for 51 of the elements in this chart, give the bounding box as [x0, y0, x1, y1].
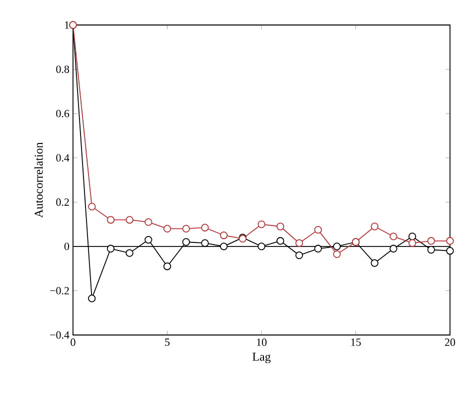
- point: [276, 237, 284, 245]
- point: [408, 232, 416, 240]
- point: [427, 237, 435, 245]
- point: [408, 239, 416, 247]
- point: [201, 239, 209, 247]
- point: [333, 242, 341, 250]
- point: [333, 250, 341, 258]
- point: [106, 244, 115, 252]
- point: [144, 218, 152, 226]
- point: [258, 242, 266, 250]
- y-tick-label: 0.4: [56, 154, 70, 162]
- y-tick-label: −0.2: [50, 287, 69, 294]
- y-axis-title: Autocorrelation: [34, 142, 43, 218]
- x-axis-title: Lag: [252, 352, 271, 364]
- x-tick-label: 5: [165, 338, 170, 346]
- y-tick-label: 0.6: [56, 110, 70, 118]
- x-tick-label: 10: [256, 338, 267, 346]
- point: [201, 224, 209, 232]
- point: [126, 216, 134, 224]
- y-tick-label: 0.2: [56, 198, 69, 206]
- point: [106, 216, 115, 224]
- point: [370, 222, 378, 230]
- point: [163, 262, 172, 270]
- point: [446, 247, 454, 255]
- point: [314, 226, 322, 234]
- point: [88, 294, 96, 302]
- point: [314, 244, 322, 252]
- x-tick-label: 20: [445, 338, 456, 346]
- point: [220, 242, 228, 250]
- point: [126, 249, 134, 257]
- x-tick-label: 15: [351, 338, 361, 346]
- point: [88, 202, 96, 210]
- point: [163, 224, 172, 233]
- point: [446, 237, 454, 245]
- x-tick-label: 0: [70, 338, 76, 346]
- point: [390, 232, 398, 240]
- point: [427, 246, 435, 254]
- y-tick-label: 1: [64, 21, 69, 29]
- y-tick-label: 0.8: [56, 66, 70, 74]
- point: [144, 236, 152, 244]
- point: [220, 232, 228, 240]
- point: [390, 244, 398, 252]
- point: [295, 251, 304, 260]
- point: [295, 239, 304, 247]
- point: [182, 224, 190, 233]
- point: [370, 259, 378, 267]
- y-tick-label: −0.4: [50, 331, 70, 339]
- point: [182, 238, 190, 246]
- point: [276, 222, 284, 230]
- point: [258, 220, 266, 228]
- y-tick-label: 0: [64, 242, 70, 250]
